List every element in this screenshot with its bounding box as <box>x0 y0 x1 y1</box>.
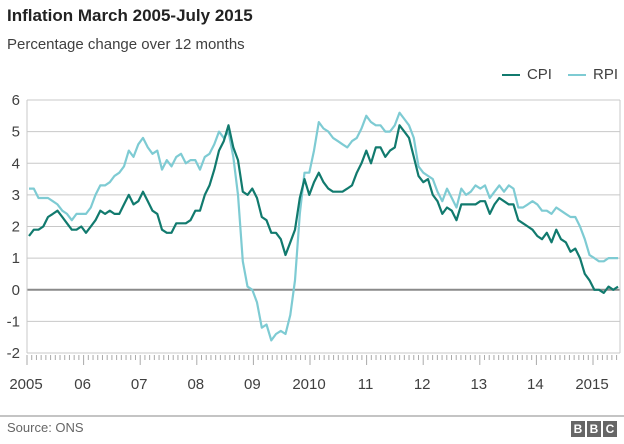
legend-label-cpi: CPI <box>526 66 552 83</box>
y-tick-label: 1 <box>12 250 20 267</box>
x-tick-label: 12 <box>414 376 431 393</box>
x-tick-label: 14 <box>527 376 544 393</box>
series-line-cpi <box>28 124 619 294</box>
legend: CPI RPI <box>486 66 618 83</box>
x-tick-label: 08 <box>187 376 204 393</box>
bbc-logo-letter: B <box>587 421 601 437</box>
y-tick-label: 0 <box>12 282 20 299</box>
y-tick-label: 4 <box>12 155 20 172</box>
x-tick-label: 06 <box>74 376 91 393</box>
y-tick-label: -2 <box>7 345 20 362</box>
x-tick-label: 09 <box>244 376 261 393</box>
y-tick-label: 5 <box>12 124 20 141</box>
source-note: Source: ONS <box>7 420 84 435</box>
bbc-logo: B B C <box>571 421 617 437</box>
x-tick-label: 2015 <box>575 376 608 393</box>
y-tick-label: 6 <box>12 92 20 109</box>
legend-swatch-cpi <box>501 73 520 76</box>
series-line-rpi <box>29 111 618 342</box>
y-tick-label: 2 <box>12 219 20 236</box>
y-tick-label: -1 <box>7 313 20 330</box>
x-tick-label: 11 <box>358 376 374 393</box>
legend-swatch-rpi <box>567 73 586 76</box>
x-tick-label: 2010 <box>292 376 325 393</box>
x-tick-label: 07 <box>131 376 148 393</box>
chart-subtitle: Percentage change over 12 months <box>7 36 245 53</box>
bbc-logo-letter: C <box>603 421 617 437</box>
y-tick-label: 3 <box>12 187 20 204</box>
x-tick-label: 13 <box>470 376 487 393</box>
legend-label-rpi: RPI <box>592 66 618 83</box>
bbc-logo-letter: B <box>571 421 585 437</box>
x-tick-label: 2005 <box>9 376 42 393</box>
chart-title: Inflation March 2005-July 2015 <box>7 6 253 25</box>
